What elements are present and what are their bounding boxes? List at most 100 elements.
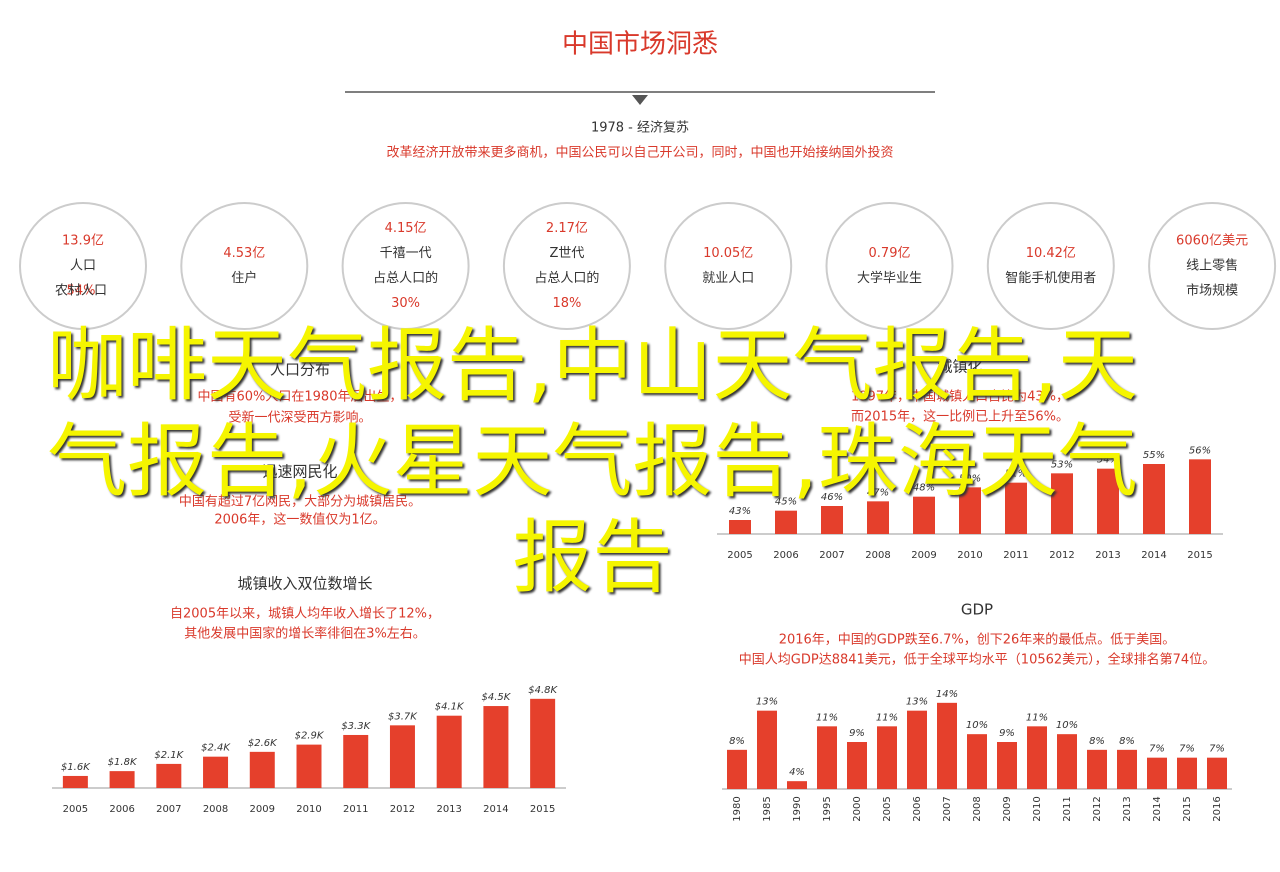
x-tick-label: 2015 (530, 804, 555, 815)
stat-label: 住户 (231, 270, 257, 286)
x-tick-label: 2012 (390, 804, 415, 815)
x-tick-label: 1980 (732, 796, 743, 821)
section-text: 中国有60%人口在1980年后出生， (198, 390, 403, 405)
bar (62, 775, 88, 788)
x-tick-label: 2008 (865, 550, 890, 561)
bar (1005, 482, 1027, 534)
stat-value: 10.42亿 (1026, 246, 1076, 261)
bar (1189, 459, 1211, 534)
stat-label: 线上零售 (1186, 258, 1238, 274)
x-tick-label: 2009 (911, 550, 936, 561)
stat-circle (664, 202, 793, 330)
bar (1087, 749, 1107, 789)
x-tick-label: 2011 (343, 804, 368, 815)
bar (817, 726, 837, 789)
data-label: 7% (1209, 744, 1225, 755)
bar (1143, 464, 1165, 534)
data-label: 55% (1143, 450, 1165, 461)
bar (109, 771, 135, 788)
data-label: $4.5K (481, 692, 511, 703)
bar (1147, 757, 1167, 789)
stat-share: 18% (552, 296, 581, 311)
data-label: 11% (816, 712, 838, 723)
data-label: 46% (821, 492, 843, 503)
bar (203, 756, 229, 788)
x-tick-label: 2006 (912, 796, 923, 821)
data-label: 53% (1051, 459, 1073, 470)
stat-label: 人口 (70, 259, 96, 274)
stat-circle (502, 202, 631, 330)
chart-note: 1997年，中国城镇人口占比为43%， (851, 390, 1069, 405)
data-label: $1.8K (108, 757, 138, 768)
x-tick-label: 2016 (1212, 796, 1223, 821)
x-tick-label: 2000 (852, 796, 863, 821)
x-tick-label: 2010 (296, 804, 321, 815)
bar (727, 749, 747, 789)
x-tick-label: 2010 (1032, 796, 1043, 821)
data-label: $2.6K (248, 738, 278, 749)
x-tick-label: 2005 (63, 804, 88, 815)
data-label: 8% (1119, 736, 1135, 747)
chart-note: 2016年，中国的GDP跌至6.7%，创下26年来的最低点。低于美国。 (779, 632, 1176, 648)
timeline-text: 改革经济开放带来更多商机，中国公民可以自己开公司，同时，中国也开始接纳国外投资 (386, 145, 893, 161)
bar (877, 726, 897, 789)
title: 中国市场洞悉 (562, 30, 718, 60)
x-tick-label: 2009 (1002, 796, 1013, 821)
stat-circle (986, 202, 1115, 330)
overlay-text: 咖啡天气报告,中山天气报告,天气报告,火星天气报告,珠海天气报告 (47, 319, 1138, 604)
stat-label: 千禧一代 (380, 246, 432, 261)
data-label: $2.4K (201, 743, 231, 754)
data-label: 11% (1026, 712, 1048, 723)
bar (959, 487, 981, 534)
x-tick-label: 2015 (1182, 796, 1193, 821)
bar (775, 510, 797, 534)
stat-share: 54% (67, 284, 96, 299)
x-tick-label: 1990 (792, 796, 803, 821)
data-label: $2.1K (154, 750, 184, 761)
bar (436, 715, 462, 788)
chart-note: 自2005年以来，城镇人均年收入增长了12%， (170, 607, 440, 622)
bar (530, 698, 556, 788)
bar (1027, 726, 1047, 789)
data-label: $3.7K (388, 711, 418, 722)
data-label: 51% (1005, 469, 1027, 480)
x-tick-label: 2015 (1187, 550, 1212, 561)
x-tick-label: 2007 (942, 796, 953, 821)
stat-value: 4.53亿 (223, 246, 265, 261)
bar (1117, 749, 1137, 789)
data-label: 10% (1056, 720, 1078, 731)
bar (1097, 468, 1119, 534)
data-label: $1.6K (61, 762, 91, 773)
bar (757, 710, 777, 789)
data-label: 13% (756, 697, 778, 708)
bar (249, 751, 275, 788)
stat-label: 大学毕业生 (857, 270, 922, 286)
stat-circle (825, 202, 954, 330)
chart-title: GDP (961, 601, 993, 619)
bar (1207, 757, 1227, 789)
bar (937, 702, 957, 789)
x-tick-label: 2006 (773, 550, 798, 561)
bar (389, 725, 415, 788)
stat-value: 6060亿美元 (1176, 234, 1248, 249)
x-tick-label: 2013 (1095, 550, 1120, 561)
bar (156, 763, 182, 788)
stat-label: Z世代 (549, 246, 584, 261)
data-label: 9% (849, 728, 865, 739)
data-label: $3.3K (341, 721, 371, 732)
data-label: 9% (999, 728, 1015, 739)
bar (483, 706, 509, 788)
bar (729, 520, 751, 534)
x-tick-label: 2008 (972, 796, 983, 821)
x-tick-label: 2010 (957, 550, 982, 561)
x-tick-label: 1985 (762, 796, 773, 821)
stat-label: 占总人口的 (534, 270, 599, 286)
bar (296, 744, 322, 788)
chart-note: 其他发展中国家的增长率徘徊在3%左右。 (184, 626, 426, 642)
x-tick-label: 2007 (156, 804, 181, 815)
data-label: 47% (867, 487, 889, 498)
stat-circle (19, 202, 147, 330)
bar (343, 734, 369, 788)
